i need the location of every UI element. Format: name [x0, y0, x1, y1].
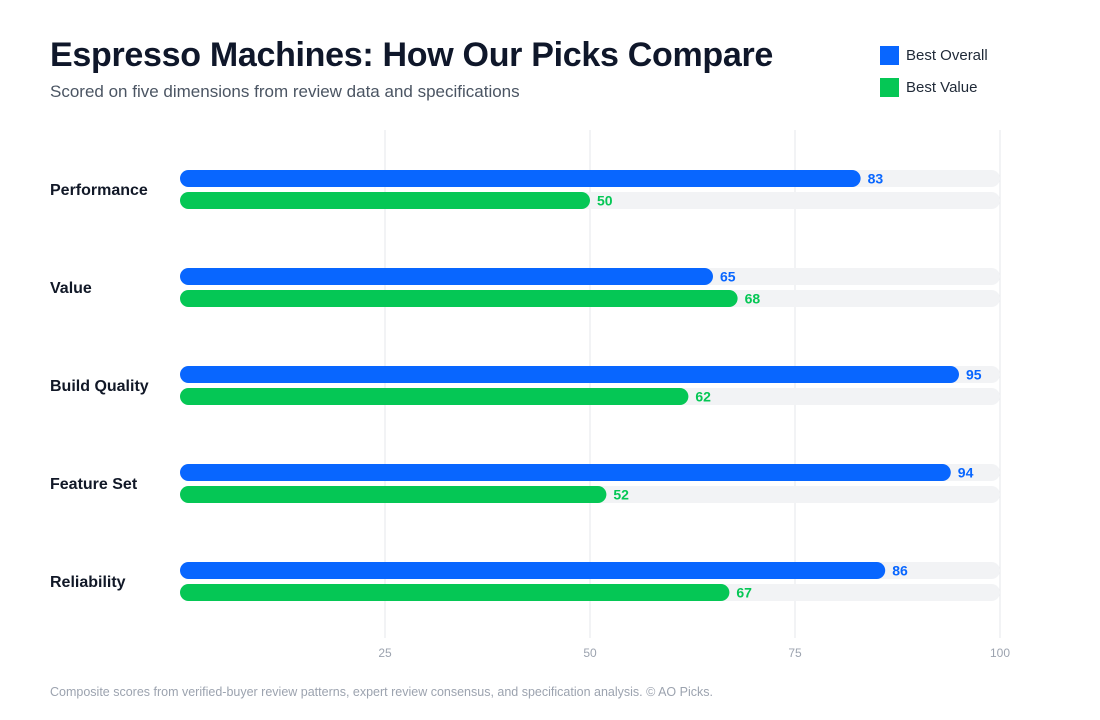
data-label-build-quality-best-overall: 95 — [966, 367, 982, 383]
data-label-value-best-overall: 65 — [720, 269, 736, 285]
bar-value-best-overall — [180, 268, 713, 285]
chart-title: Espresso Machines: How Our Picks Compare — [50, 36, 774, 74]
x-tick-label-75: 75 — [788, 646, 802, 660]
chart-subtitle: Scored on five dimensions from review da… — [50, 82, 520, 101]
legend-label-best-overall: Best Overall — [906, 46, 988, 64]
data-label-reliability-best-overall: 86 — [892, 563, 908, 579]
x-tick-label-50: 50 — [583, 646, 597, 660]
bar-reliability-best-overall — [180, 562, 886, 579]
legend-item-best-overall: Best Overall — [880, 45, 988, 65]
bar-build-quality-best-overall — [180, 366, 959, 383]
legend-swatch-best-value — [880, 77, 899, 97]
bar-build-quality-best-value — [180, 388, 689, 405]
data-label-performance-best-value: 50 — [597, 193, 613, 209]
bar-value-best-value — [180, 290, 738, 307]
bar-reliability-best-value — [180, 584, 730, 601]
bar-performance-best-value — [180, 192, 590, 209]
data-label-build-quality-best-value: 62 — [695, 389, 711, 405]
category-label-value: Value — [50, 280, 92, 297]
category-label-performance: Performance — [50, 182, 148, 199]
data-label-reliability-best-value: 67 — [736, 585, 752, 601]
data-label-value-best-value: 68 — [745, 291, 761, 307]
legend-swatch-best-overall — [880, 45, 899, 65]
x-tick-label-25: 25 — [378, 646, 392, 660]
category-label-reliability: Reliability — [50, 574, 126, 591]
bar-feature-set-best-overall — [180, 464, 951, 481]
data-label-feature-set-best-value: 52 — [613, 487, 629, 503]
bar-performance-best-overall — [180, 170, 861, 187]
data-label-performance-best-overall: 83 — [868, 171, 884, 187]
legend-item-best-value: Best Value — [880, 77, 988, 97]
legend-label-best-value: Best Value — [906, 78, 978, 96]
chart-footnote: Composite scores from verified-buyer rev… — [50, 685, 713, 699]
category-label-feature-set: Feature Set — [50, 476, 138, 493]
chart-legend: Best Overall Best Value — [880, 45, 988, 109]
x-tick-label-100: 100 — [990, 646, 1010, 660]
data-label-feature-set-best-overall: 94 — [958, 465, 974, 481]
category-label-build-quality: Build Quality — [50, 378, 149, 395]
bar-feature-set-best-value — [180, 486, 607, 503]
